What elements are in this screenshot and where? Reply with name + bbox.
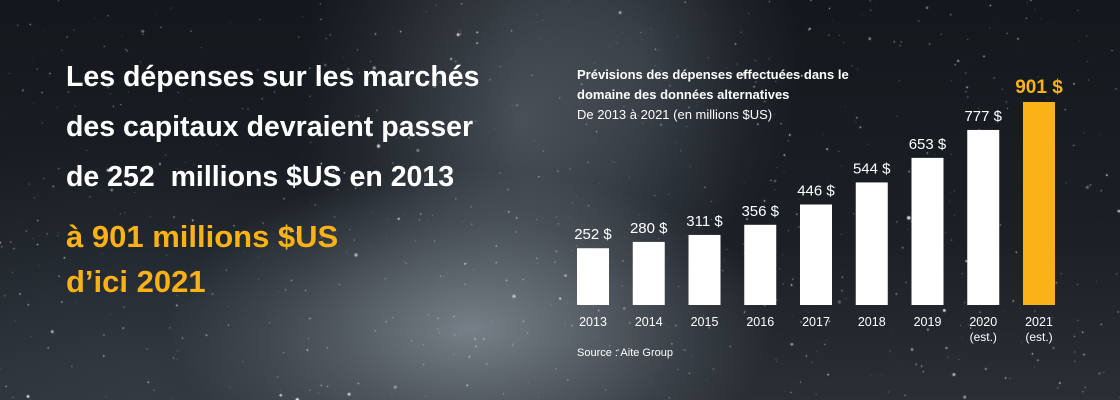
bar-2018 xyxy=(855,182,888,305)
highlight-line-2: d’ici 2021 xyxy=(66,264,206,299)
bar-2019 xyxy=(911,157,944,305)
x-tick-2019: 2019 xyxy=(914,315,942,329)
data-label-2016: 356 $ xyxy=(741,203,779,220)
bar-2017 xyxy=(800,204,832,305)
chart-source: Source : Aite Group xyxy=(577,347,673,359)
data-label-2019: 653 $ xyxy=(909,136,947,153)
headline: Les dépenses sur les marchés des capitau… xyxy=(66,52,536,202)
chart-subtitle: De 2013 à 2021 (en millions $US) xyxy=(577,107,773,122)
chart-title-line-1: Prévisions des dépenses effectuées dans … xyxy=(577,67,849,82)
x-tick-2021: 2021 xyxy=(1025,315,1053,329)
bar-2021 xyxy=(1023,102,1055,305)
bar-2020 xyxy=(967,129,1000,305)
data-label-2014: 280 $ xyxy=(630,220,668,237)
x-tick-2016: 2016 xyxy=(746,315,774,329)
highlight-line-1: à 901 millions $US xyxy=(66,219,339,254)
chart-title: Prévisions des dépenses effectuées dans … xyxy=(577,65,849,125)
x-tick-2015: 2015 xyxy=(691,315,719,329)
data-label-2018: 544 $ xyxy=(853,160,891,177)
x-tick-2013: 2013 xyxy=(579,315,607,329)
headline-line-2: des capitaux devraient passer xyxy=(66,111,474,143)
data-label-2020: 777 $ xyxy=(964,108,1002,125)
data-label-2013: 252 $ xyxy=(574,226,612,243)
bar-2014 xyxy=(632,241,665,305)
x-tick-2020: 2020 xyxy=(969,315,997,329)
data-label-2017: 446 $ xyxy=(797,183,835,200)
chart-title-line-2: domaine des données alternatives xyxy=(577,87,790,102)
bar-2013 xyxy=(577,248,609,305)
data-label-2015: 311 $ xyxy=(686,213,723,230)
x-tick-2018: 2018 xyxy=(858,315,886,329)
highlight-text: à 901 millions $US d’ici 2021 xyxy=(66,214,486,304)
bar-2015 xyxy=(688,234,721,305)
headline-line-3: de 252 millions $US en 2013 xyxy=(66,161,455,193)
x-tick-2014: 2014 xyxy=(635,315,663,329)
x-tick-note-2021: (est.) xyxy=(1025,330,1052,344)
x-tick-note-2020: (est.) xyxy=(970,330,997,344)
headline-line-1: Les dépenses sur les marchés xyxy=(66,61,480,93)
data-label-2021: 901 $ xyxy=(1015,77,1063,98)
x-tick-2017: 2017 xyxy=(802,315,830,329)
bar-2016 xyxy=(744,224,777,305)
